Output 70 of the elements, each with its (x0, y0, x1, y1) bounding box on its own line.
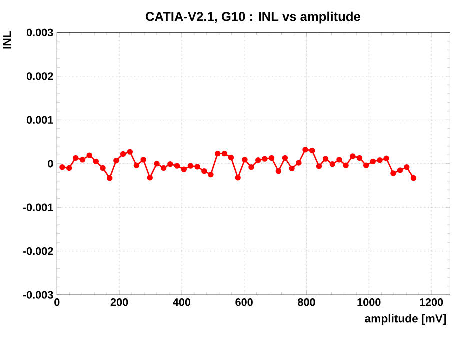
point (181, 166, 187, 173)
point (127, 149, 134, 156)
point (384, 156, 390, 162)
point (296, 160, 302, 166)
point (330, 162, 336, 168)
point (370, 158, 376, 165)
x-tick-label: 1000 (358, 298, 381, 306)
point (73, 155, 79, 162)
point (60, 164, 66, 170)
point (404, 164, 410, 170)
x-tick-label: 600 (236, 298, 253, 306)
point (235, 175, 241, 181)
point (222, 151, 228, 157)
point (154, 161, 160, 167)
point (377, 158, 383, 164)
point (134, 162, 140, 169)
point (120, 152, 126, 158)
point (309, 148, 316, 154)
point (410, 176, 417, 182)
point (168, 162, 174, 168)
point (100, 166, 106, 172)
point (336, 157, 342, 163)
point (140, 157, 146, 163)
point (282, 155, 288, 162)
point (397, 168, 404, 174)
point (93, 158, 100, 165)
point (174, 163, 180, 170)
point (80, 157, 86, 163)
y-tick-label: -0.002 (23, 248, 54, 256)
point (242, 157, 248, 163)
point (208, 172, 214, 178)
point (114, 158, 120, 164)
point (262, 156, 268, 162)
y-tick-label: -0.001 (23, 204, 54, 212)
x-tick-label: 0 (54, 298, 60, 306)
point (356, 155, 363, 162)
point (160, 166, 167, 172)
y-tick-label: -0.003 (23, 291, 54, 300)
point (66, 166, 72, 172)
x-tick-label: 1200 (420, 298, 444, 306)
point (202, 168, 208, 174)
point (188, 163, 194, 170)
point (86, 152, 92, 159)
point (343, 162, 349, 169)
point (390, 170, 396, 177)
y-tick-label: 0.001 (26, 116, 54, 124)
point (147, 175, 153, 181)
x-tick-label: 400 (173, 298, 191, 306)
y-tick-label: 0.002 (26, 72, 54, 80)
point (194, 164, 200, 170)
x-tick-label: 800 (298, 298, 316, 306)
point (256, 158, 262, 164)
y-tick-label: 0.003 (26, 29, 54, 37)
point (276, 168, 282, 174)
y-axis-title: INL (3, 32, 12, 49)
point (268, 155, 275, 162)
point (322, 156, 329, 162)
point (228, 155, 234, 161)
point (302, 147, 308, 153)
x-axis-title: amplitude [mV] (365, 314, 446, 326)
point (363, 162, 370, 169)
x-tick-label: 200 (110, 298, 128, 306)
chart-title: CATIA-V2.1, G10 : INL vs amplitude (146, 12, 360, 24)
point (289, 166, 295, 172)
point (214, 151, 221, 157)
point (248, 164, 254, 170)
point (316, 164, 322, 170)
point (350, 154, 356, 160)
y-tick-label: 0 (48, 160, 54, 168)
point (107, 176, 113, 182)
